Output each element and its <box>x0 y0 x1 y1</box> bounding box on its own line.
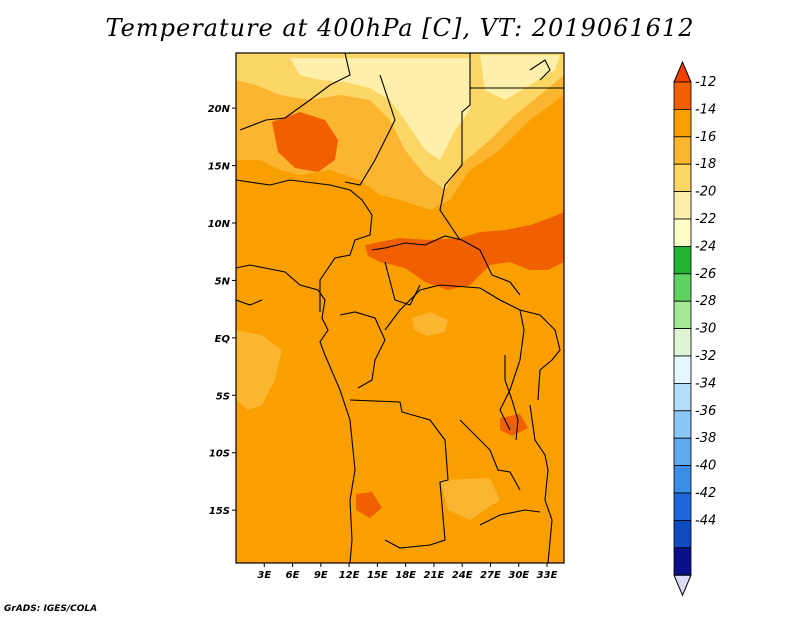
lon-tick-label: 21E <box>424 570 445 581</box>
colorbar-label: -40 <box>695 459 716 474</box>
field-region-16-congo <box>412 312 448 336</box>
lat-tick-label: 15S <box>209 506 230 517</box>
border-lake-victoria <box>519 309 561 401</box>
lon-tick-label: 30E <box>508 570 529 581</box>
border-algeria-niger <box>239 53 351 131</box>
border-car <box>371 235 521 296</box>
colorbar-swatch <box>673 218 692 247</box>
border-niger-chad <box>344 74 396 186</box>
colorbar-label: -14 <box>695 102 716 117</box>
colorbar-label: -16 <box>695 130 716 145</box>
colorbar-swatch <box>673 300 692 330</box>
field-region-16-south <box>440 478 500 520</box>
lon-tick-label: 27E <box>480 570 501 581</box>
lon-tick-label: 12E <box>339 570 360 581</box>
field-region-12-north <box>272 112 338 172</box>
colorbar-swatch <box>673 410 692 439</box>
colorbar-label: -28 <box>695 294 716 309</box>
field-region-12-angola <box>356 492 382 518</box>
lat-tick-label: 5S <box>216 391 230 402</box>
lat-tick-label: 20N <box>208 104 231 115</box>
border-drc-east <box>384 284 525 431</box>
latitude-axis: 20N 15N 10N 5N EQ 5S 10S 15S <box>208 104 236 517</box>
border-angola <box>349 399 449 549</box>
temperature-field <box>236 53 564 563</box>
colorbar-swatch <box>673 81 692 110</box>
colorbar-swatch <box>673 273 692 302</box>
field-region-12-central <box>365 212 564 290</box>
lake-tanganyika <box>504 355 519 441</box>
lon-tick-label: 9E <box>314 570 328 581</box>
coastline-west <box>236 264 356 563</box>
border-cameroon <box>319 214 373 312</box>
colorbar-label: -18 <box>695 157 716 172</box>
colorbar-swatch <box>673 328 692 357</box>
lon-tick-label: 6E <box>286 570 300 581</box>
colorbar-label: -26 <box>695 267 716 282</box>
border-zimbabwe <box>479 509 541 526</box>
country-borders <box>236 53 564 563</box>
grads-credit: GrADS: IGES/COLA <box>4 604 98 614</box>
map-title: Temperature at 400hPa [C], VT: 201906161… <box>105 14 695 42</box>
colorbar-label: -20 <box>695 185 716 200</box>
plot-frame <box>235 52 565 564</box>
border-gabon-congo <box>339 311 386 389</box>
lat-tick-label: EQ <box>215 334 231 345</box>
colorbar-label: -42 <box>695 486 716 501</box>
border-zambia <box>459 419 521 491</box>
field-region-18 <box>236 53 564 190</box>
field-region-16-coast <box>236 330 282 410</box>
colorbar-label: -24 <box>695 239 716 254</box>
colorbar-label: -36 <box>695 404 716 419</box>
field-region-20 <box>290 58 470 160</box>
colorbar-label: -44 <box>695 513 716 528</box>
lon-tick-label: 3E <box>257 570 271 581</box>
colorbar-swatch <box>673 245 692 275</box>
lon-tick-label: 18E <box>395 570 416 581</box>
lon-tick-label: 33E <box>537 570 558 581</box>
colorbar-label: -30 <box>695 322 716 337</box>
colorbar-label: -32 <box>695 349 716 364</box>
border-malawi-mozambique <box>529 404 553 563</box>
lat-tick-label: 15N <box>208 162 231 173</box>
colorbar-label: -34 <box>695 376 716 391</box>
coastline-gulf <box>236 299 263 306</box>
longitude-axis: 3E 6E 9E 12E 15E 18E 21E 24E 27E 30E 33E <box>257 563 558 581</box>
field-region-20-ne <box>480 55 560 100</box>
colorbar-swatch <box>673 492 692 521</box>
colorbar-swatch <box>673 355 692 384</box>
colorbar: -12 -14 -16 -18 -20 -22 -24 -26 -28 -30 -32 -34 -36 -… <box>673 60 716 597</box>
colorbar-label: -22 <box>695 212 716 227</box>
field-region-12-tanzania <box>500 414 528 436</box>
colorbar-swatch <box>673 109 692 138</box>
colorbar-swatch <box>673 437 692 467</box>
lon-tick-label: 24E <box>452 570 473 581</box>
colorbar-swatch <box>673 163 692 192</box>
colorbar-swatch <box>673 191 692 220</box>
lat-tick-label: 5N <box>215 276 231 287</box>
colorbar-under-triangle <box>673 574 692 597</box>
lat-tick-label: 10S <box>209 449 230 460</box>
coastline-red-sea <box>529 59 551 81</box>
lon-tick-label: 15E <box>367 570 388 581</box>
colorbar-over-triangle <box>673 60 692 83</box>
colorbar-swatch <box>673 520 692 549</box>
border-chad-sudan <box>439 53 471 241</box>
lat-tick-label: 10N <box>208 219 231 230</box>
colorbar-swatch <box>673 382 692 412</box>
colorbar-label: -38 <box>695 431 716 446</box>
colorbar-swatch <box>673 465 692 494</box>
colorbar-swatch <box>673 136 692 165</box>
border-nigeria-north <box>236 179 373 216</box>
colorbar-label: -12 <box>695 75 716 90</box>
colorbar-swatch <box>673 547 692 576</box>
